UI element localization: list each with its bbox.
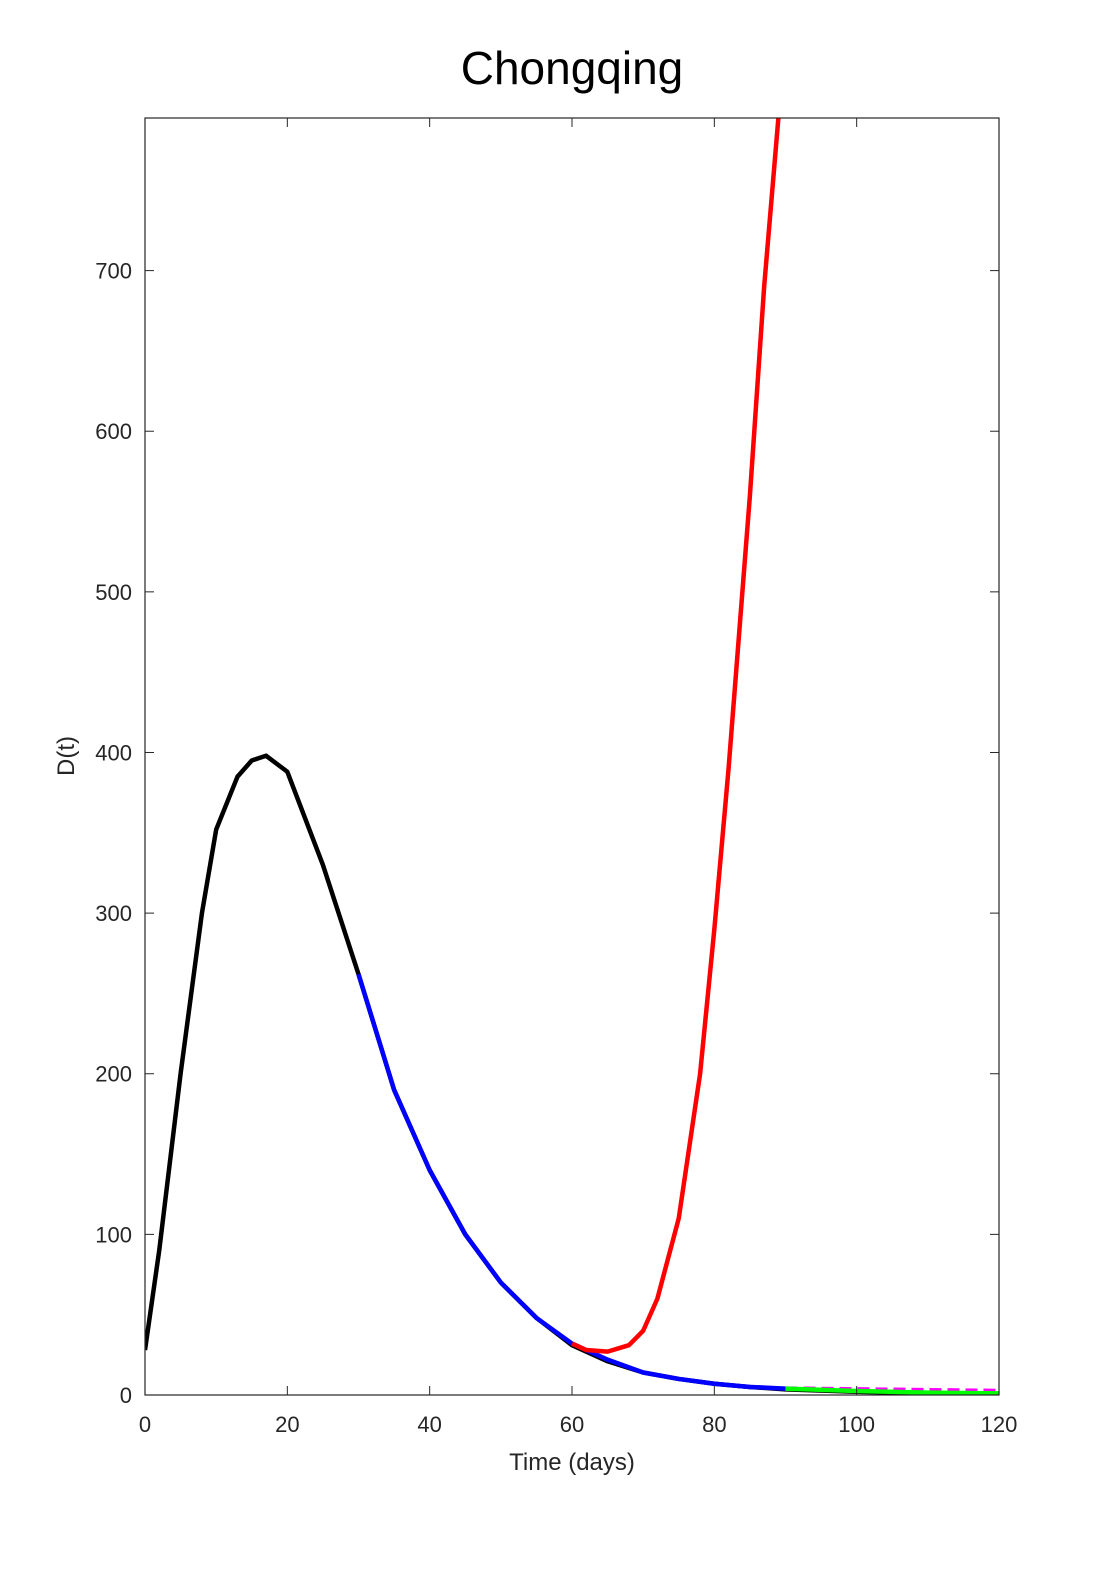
x-tick-label: 80 — [702, 1412, 726, 1437]
y-tick-label: 0 — [120, 1383, 132, 1408]
series-line — [571, 118, 781, 1354]
y-tick-label: 400 — [95, 740, 132, 765]
x-tick-label: 100 — [838, 1412, 875, 1437]
y-tick-label: 100 — [95, 1222, 132, 1247]
plot-area — [145, 118, 999, 1395]
y-tick-label: 600 — [95, 419, 132, 444]
chart-title: Chongqing — [461, 42, 684, 94]
x-tick-label: 60 — [560, 1412, 584, 1437]
x-tick-label: 120 — [981, 1412, 1018, 1437]
y-tick-label: 500 — [95, 580, 132, 605]
y-tick-label: 300 — [95, 901, 132, 926]
series-line — [785, 1386, 999, 1395]
x-axis-label: Time (days) — [509, 1449, 635, 1476]
x-tick-label: 0 — [139, 1412, 151, 1437]
y-axis-label: D(t) — [53, 736, 80, 776]
x-tick-label: 20 — [275, 1412, 299, 1437]
x-tick-label: 40 — [417, 1412, 441, 1437]
y-tick-label: 200 — [95, 1062, 132, 1087]
y-tick-label: 700 — [95, 259, 132, 284]
